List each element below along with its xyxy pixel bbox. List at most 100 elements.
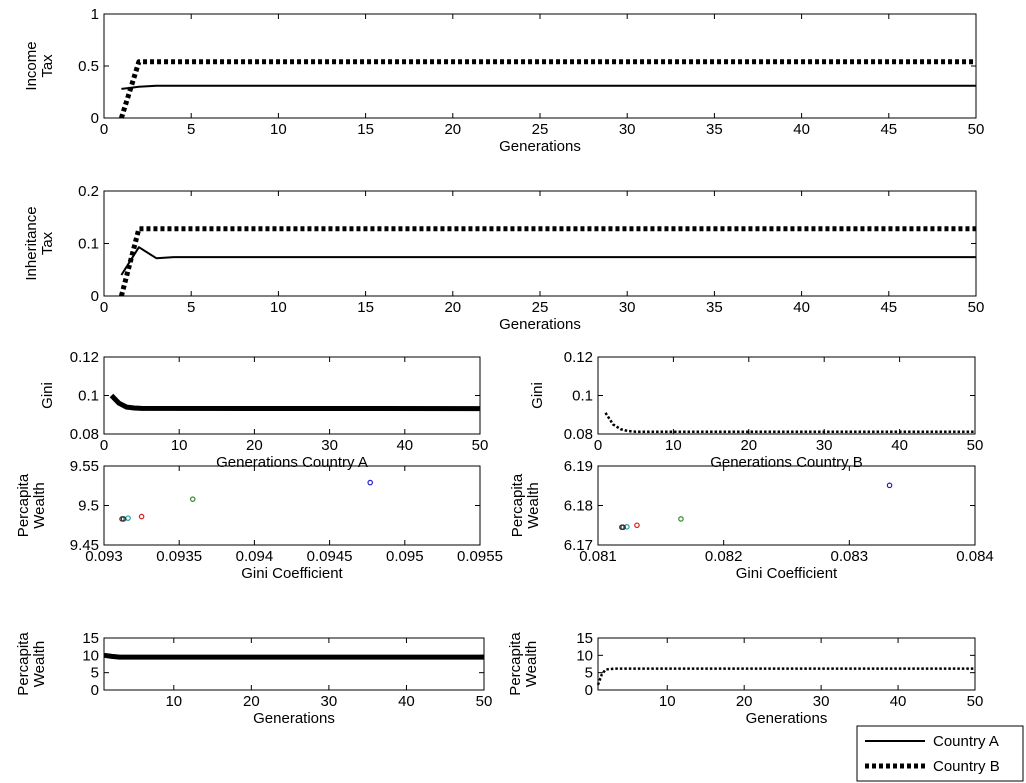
scatter-point-4	[624, 524, 630, 530]
scatter-point-6	[619, 524, 625, 531]
x-tick-label: 40	[890, 693, 907, 710]
x-tick-label: 45	[880, 299, 897, 316]
legend-box	[856, 725, 1024, 782]
x-axis-label: Generations Country A	[216, 454, 368, 471]
scatter-point-1	[367, 479, 374, 486]
x-tick-label: 50	[472, 437, 489, 454]
x-tick-label: 10	[171, 437, 188, 454]
x-tick-label: 0.0945	[307, 548, 353, 565]
x-tick-label: 50	[476, 693, 493, 710]
y-axis-label-line: Wealth	[523, 641, 540, 687]
legend-label-country-a: Country A	[933, 733, 999, 750]
x-tick-label: 30	[619, 299, 636, 316]
x-tick-label: 40	[793, 121, 810, 138]
series-line-1	[604, 412, 975, 433]
x-tick-label: 20	[444, 121, 461, 138]
x-tick-label: 0.094	[236, 548, 274, 565]
y-tick-label: 0.1	[78, 236, 99, 253]
scatter-point-4	[125, 515, 131, 521]
y-axis-label-line: Percapita	[509, 473, 526, 537]
x-tick-label: 50	[967, 437, 984, 454]
series-line-1	[109, 393, 481, 412]
y-tick-label: 0.12	[564, 349, 593, 366]
y-axis-label: IncomeTax	[23, 41, 56, 90]
y-tick-label: 6.19	[564, 458, 593, 475]
axes-frame	[103, 190, 977, 297]
axes-frame	[103, 637, 485, 691]
y-tick-label: 0.12	[70, 349, 99, 366]
y-tick-label: 10	[576, 647, 593, 664]
y-tick-label: 0	[91, 288, 99, 305]
x-axis-label: Generations	[499, 316, 581, 333]
x-tick-label: 30	[816, 437, 833, 454]
x-tick-label: 45	[880, 121, 897, 138]
x-tick-label: 50	[967, 693, 984, 710]
scatter-point-6	[119, 516, 125, 522]
y-axis-label: Gini	[529, 382, 546, 409]
series-line-2	[118, 226, 976, 297]
x-tick-label: 0.093	[85, 548, 123, 565]
y-tick-label: 5	[585, 665, 593, 682]
series-line-2	[119, 59, 976, 119]
x-tick-label: 10	[165, 693, 182, 710]
y-tick-label: 0.1	[572, 388, 593, 405]
axes-frame	[597, 356, 976, 435]
legend: Country A Country B	[856, 725, 1024, 782]
y-axis-label-line: Percapita	[15, 632, 32, 696]
x-tick-label: 0	[594, 437, 602, 454]
x-axis-label: Gini Coefficient	[241, 565, 343, 582]
y-tick-label: 9.5	[78, 498, 99, 515]
panel-income-tax: 0 5 10 15 20 25 30 35 40 45 50 0 0.5 1 Generations Inco…	[23, 6, 984, 155]
x-tick-label: 50	[968, 121, 985, 138]
y-tick-label: 15	[82, 630, 99, 647]
x-tick-label: 15	[357, 299, 374, 316]
y-tick-label: 10	[82, 647, 99, 664]
y-tick-label: 0.2	[78, 183, 99, 200]
x-tick-label: 0.082	[705, 548, 743, 565]
x-tick-label: 0	[100, 437, 108, 454]
panel-scatter-a: 0.093 0.0935 0.094 0.0945 0.095 0.0955 9.45 9.5…	[15, 458, 503, 582]
x-tick-label: 35	[706, 299, 723, 316]
x-tick-label: 20	[736, 693, 753, 710]
y-axis-label-line: Gini	[529, 382, 546, 409]
y-tick-label: 0	[585, 682, 593, 699]
x-tick-label: 40	[793, 299, 810, 316]
x-tick-label: 20	[246, 437, 263, 454]
x-tick-label: 40	[398, 693, 415, 710]
x-tick-label: 15	[357, 121, 374, 138]
y-axis-label-line: Wealth	[31, 641, 48, 687]
x-tick-label: 10	[270, 299, 287, 316]
x-tick-label: 40	[891, 437, 908, 454]
axes-frame	[597, 465, 976, 546]
y-tick-label: 0	[91, 682, 99, 699]
y-axis-label-line: Income	[23, 41, 40, 90]
x-tick-label: 10	[270, 121, 287, 138]
panel-wealth-b: 10 20 30 40 50051015GenerationsPercapitaWeal…	[507, 630, 983, 727]
x-axis-label: Generations	[253, 710, 335, 727]
y-axis-label-line: Wealth	[31, 482, 48, 528]
y-axis-label-line: Tax	[39, 54, 56, 78]
series-line-1	[103, 652, 484, 660]
y-tick-label: 0.08	[70, 426, 99, 443]
y-tick-label: 5	[91, 665, 99, 682]
y-axis-label: PercapitaWealth	[15, 473, 48, 537]
y-tick-label: 0	[91, 110, 99, 127]
panel-wealth-a: 10 20 30 40 50051015GenerationsPercapitaWeal…	[15, 630, 492, 727]
x-tick-label: 50	[968, 299, 985, 316]
x-tick-label: 10	[665, 437, 682, 454]
y-tick-label: 0.5	[78, 58, 99, 75]
x-tick-label: 0.084	[956, 548, 994, 565]
x-tick-label: 25	[532, 299, 549, 316]
x-axis-label: Generations Country B	[710, 454, 863, 471]
y-tick-label: 15	[576, 630, 593, 647]
x-tick-label: 0.083	[831, 548, 869, 565]
x-tick-label: 40	[396, 437, 413, 454]
x-tick-label: 0.095	[386, 548, 424, 565]
y-axis-label-line: Tax	[39, 231, 56, 255]
y-axis-label-line: Gini	[39, 382, 56, 409]
x-axis-label: Gini Coefficient	[736, 565, 838, 582]
axes-frame	[103, 465, 481, 546]
x-tick-label: 20	[243, 693, 260, 710]
series-line-1	[120, 246, 976, 276]
x-tick-label: 25	[532, 121, 549, 138]
